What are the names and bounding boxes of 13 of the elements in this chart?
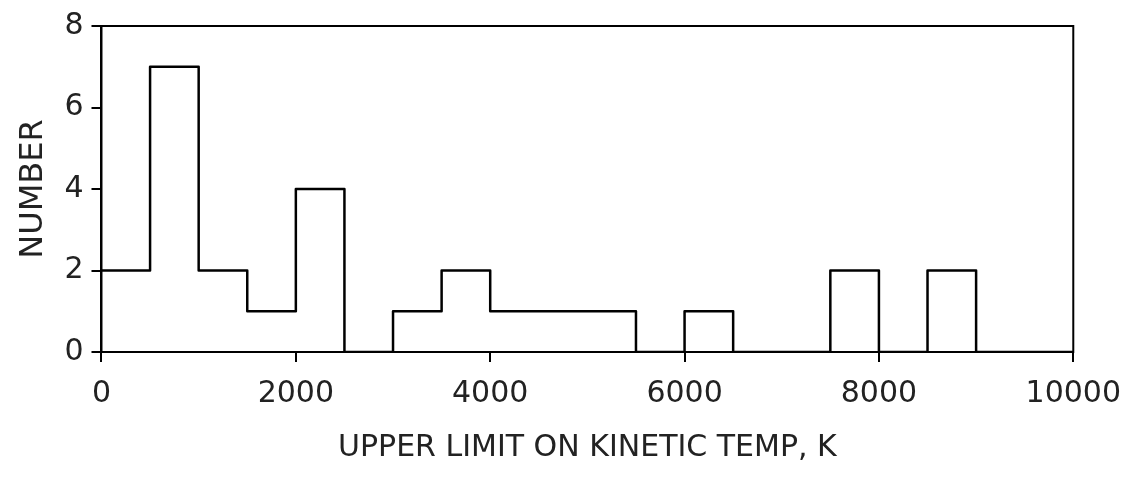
y-tick-label: 0: [64, 331, 84, 367]
y-axis-title: NUMBER: [11, 119, 50, 259]
x-tick-label: 10000: [1025, 373, 1121, 409]
y-tick-label: 6: [64, 87, 84, 123]
x-tick-label: 0: [91, 373, 112, 409]
x-tick-label: 4000: [452, 373, 529, 409]
x-tick-label: 8000: [840, 373, 918, 409]
x-axis-title: UPPER LIMIT ON KINETIC TEMP, K: [337, 427, 839, 463]
x-tick-label: 2000: [257, 373, 335, 409]
y-tick-label: 4: [64, 168, 84, 204]
y-tick-label: 8: [64, 5, 84, 41]
y-tick-label: 2: [64, 250, 84, 286]
x-tick-label: 6000: [646, 373, 723, 409]
